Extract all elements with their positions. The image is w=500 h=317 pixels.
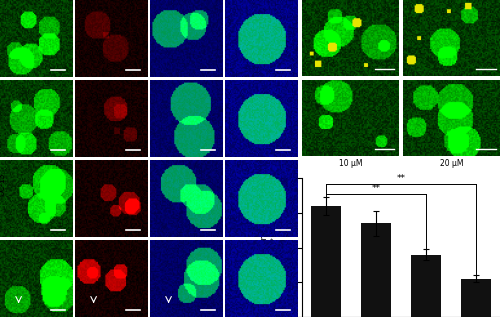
Y-axis label: Aggregation cells/
500 EGFP⁺ cells: Aggregation cells/ 500 EGFP⁺ cells xyxy=(260,211,280,284)
Bar xyxy=(461,279,491,317)
Bar xyxy=(311,206,341,317)
Text: **: ** xyxy=(396,174,406,183)
X-axis label: 10 μM: 10 μM xyxy=(338,159,362,168)
X-axis label: 20 μM: 20 μM xyxy=(440,159,464,168)
Text: **: ** xyxy=(372,184,380,193)
Bar xyxy=(361,223,391,317)
Text: OC-13: OC-13 xyxy=(0,172,7,196)
Text: C: C xyxy=(226,171,236,184)
Bar xyxy=(411,255,441,317)
